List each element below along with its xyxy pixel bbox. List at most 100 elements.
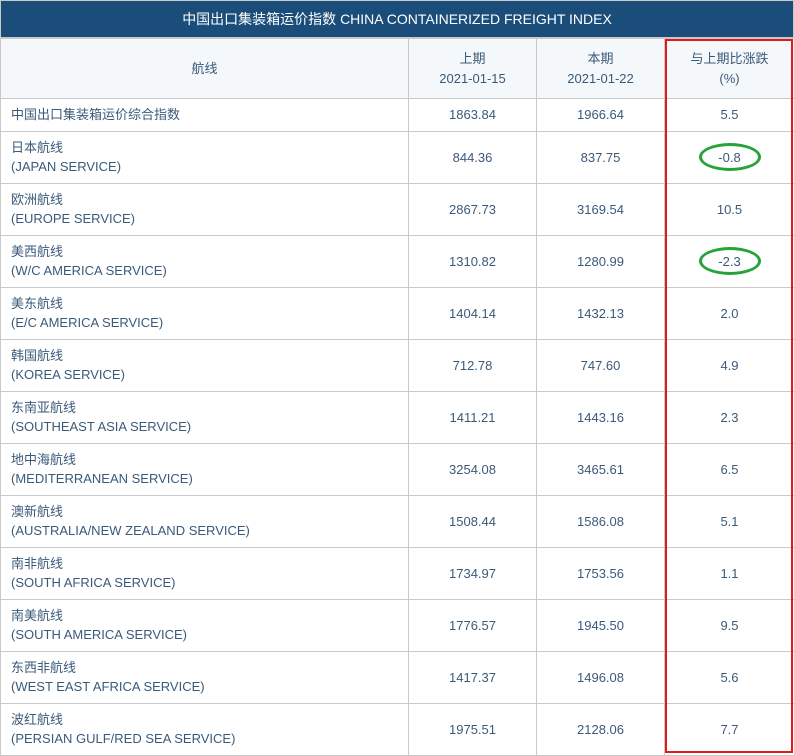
table-row: 韩国航线(KOREA SERVICE)712.78747.604.9 (1, 339, 794, 391)
prev-cell: 1411.21 (409, 391, 537, 443)
curr-cell: 3169.54 (537, 183, 665, 235)
header-row: 航线 上期 2021-01-15 本期 2021-01-22 与上期比涨跌 (%… (1, 39, 794, 99)
route-name-en: (KOREA SERVICE) (11, 365, 398, 385)
col-header-pct: 与上期比涨跌 (%) (665, 39, 794, 99)
col-header-prev-label: 上期 (415, 49, 530, 69)
route-name-cn: 中国出口集装箱运价综合指数 (11, 105, 398, 125)
route-name-cn: 东南亚航线 (11, 398, 398, 418)
col-header-pct-unit: (%) (671, 69, 788, 89)
curr-cell: 1496.08 (537, 651, 665, 703)
curr-cell: 1753.56 (537, 547, 665, 599)
route-name-en: (PERSIAN GULF/RED SEA SERVICE) (11, 729, 398, 749)
pct-cell: 10.5 (665, 183, 794, 235)
pct-cell: 7.7 (665, 703, 794, 755)
prev-cell: 2867.73 (409, 183, 537, 235)
route-name-en: (MEDITERRANEAN SERVICE) (11, 469, 398, 489)
table-row: 美东航线(E/C AMERICA SERVICE)1404.141432.132… (1, 287, 794, 339)
curr-cell: 1586.08 (537, 495, 665, 547)
table-title: 中国出口集装箱运价指数 CHINA CONTAINERIZED FREIGHT … (0, 0, 794, 38)
route-name-cn: 南非航线 (11, 554, 398, 574)
prev-cell: 712.78 (409, 339, 537, 391)
route-name-en: (EUROPE SERVICE) (11, 209, 398, 229)
prev-cell: 1508.44 (409, 495, 537, 547)
curr-cell: 1966.64 (537, 99, 665, 132)
route-name-cn: 欧洲航线 (11, 190, 398, 210)
table-row: 美西航线(W/C AMERICA SERVICE)1310.821280.99-… (1, 235, 794, 287)
curr-cell: 3465.61 (537, 443, 665, 495)
prev-cell: 1404.14 (409, 287, 537, 339)
table-row: 波红航线(PERSIAN GULF/RED SEA SERVICE)1975.5… (1, 703, 794, 755)
pct-cell: -2.3 (665, 235, 794, 287)
curr-cell: 837.75 (537, 131, 665, 183)
route-cell: 东西非航线(WEST EAST AFRICA SERVICE) (1, 651, 409, 703)
route-cell: 澳新航线(AUSTRALIA/NEW ZEALAND SERVICE) (1, 495, 409, 547)
col-header-curr-label: 本期 (543, 49, 658, 69)
route-name-cn: 南美航线 (11, 606, 398, 626)
pct-cell: 9.5 (665, 599, 794, 651)
route-cell: 日本航线(JAPAN SERVICE) (1, 131, 409, 183)
curr-cell: 1945.50 (537, 599, 665, 651)
route-name-en: (E/C AMERICA SERVICE) (11, 313, 398, 333)
freight-index-container: 中国出口集装箱运价指数 CHINA CONTAINERIZED FREIGHT … (0, 0, 794, 756)
curr-cell: 1432.13 (537, 287, 665, 339)
route-name-cn: 波红航线 (11, 710, 398, 730)
pct-cell: 5.6 (665, 651, 794, 703)
pct-cell: -0.8 (665, 131, 794, 183)
col-header-prev-date: 2021-01-15 (415, 69, 530, 89)
prev-cell: 1734.97 (409, 547, 537, 599)
route-name-cn: 地中海航线 (11, 450, 398, 470)
table-row: 欧洲航线(EUROPE SERVICE)2867.733169.5410.5 (1, 183, 794, 235)
col-header-pct-label: 与上期比涨跌 (671, 49, 788, 69)
route-cell: 美东航线(E/C AMERICA SERVICE) (1, 287, 409, 339)
route-cell: 欧洲航线(EUROPE SERVICE) (1, 183, 409, 235)
route-name-en: (W/C AMERICA SERVICE) (11, 261, 398, 281)
route-cell: 南美航线(SOUTH AMERICA SERVICE) (1, 599, 409, 651)
route-name-cn: 澳新航线 (11, 502, 398, 522)
curr-cell: 1443.16 (537, 391, 665, 443)
prev-cell: 1863.84 (409, 99, 537, 132)
pct-cell: 4.9 (665, 339, 794, 391)
route-name-en: (SOUTHEAST ASIA SERVICE) (11, 417, 398, 437)
route-name-cn: 韩国航线 (11, 346, 398, 366)
table-row: 日本航线(JAPAN SERVICE)844.36837.75-0.8 (1, 131, 794, 183)
route-cell: 地中海航线(MEDITERRANEAN SERVICE) (1, 443, 409, 495)
freight-index-table: 航线 上期 2021-01-15 本期 2021-01-22 与上期比涨跌 (%… (0, 38, 794, 756)
table-row: 澳新航线(AUSTRALIA/NEW ZEALAND SERVICE)1508.… (1, 495, 794, 547)
pct-cell: 1.1 (665, 547, 794, 599)
table-row: 东南亚航线(SOUTHEAST ASIA SERVICE)1411.211443… (1, 391, 794, 443)
route-name-en: (SOUTH AMERICA SERVICE) (11, 625, 398, 645)
prev-cell: 1975.51 (409, 703, 537, 755)
prev-cell: 844.36 (409, 131, 537, 183)
col-header-prev: 上期 2021-01-15 (409, 39, 537, 99)
curr-cell: 747.60 (537, 339, 665, 391)
col-header-route: 航线 (1, 39, 409, 99)
table-row: 南美航线(SOUTH AMERICA SERVICE)1776.571945.5… (1, 599, 794, 651)
col-header-route-label: 航线 (191, 61, 217, 76)
route-name-cn: 日本航线 (11, 138, 398, 158)
route-cell: 南非航线(SOUTH AFRICA SERVICE) (1, 547, 409, 599)
prev-cell: 1417.37 (409, 651, 537, 703)
prev-cell: 3254.08 (409, 443, 537, 495)
route-name-en: (AUSTRALIA/NEW ZEALAND SERVICE) (11, 521, 398, 541)
prev-cell: 1776.57 (409, 599, 537, 651)
table-row: 地中海航线(MEDITERRANEAN SERVICE)3254.083465.… (1, 443, 794, 495)
route-name-cn: 美东航线 (11, 294, 398, 314)
pct-cell: 5.5 (665, 99, 794, 132)
table-row: 东西非航线(WEST EAST AFRICA SERVICE)1417.3714… (1, 651, 794, 703)
col-header-curr-date: 2021-01-22 (543, 69, 658, 89)
route-cell: 波红航线(PERSIAN GULF/RED SEA SERVICE) (1, 703, 409, 755)
curr-cell: 1280.99 (537, 235, 665, 287)
table-row: 南非航线(SOUTH AFRICA SERVICE)1734.971753.56… (1, 547, 794, 599)
route-name-cn: 美西航线 (11, 242, 398, 262)
pct-cell: 2.3 (665, 391, 794, 443)
route-cell: 韩国航线(KOREA SERVICE) (1, 339, 409, 391)
route-name-en: (SOUTH AFRICA SERVICE) (11, 573, 398, 593)
route-cell: 美西航线(W/C AMERICA SERVICE) (1, 235, 409, 287)
pct-cell: 6.5 (665, 443, 794, 495)
table-row: 中国出口集装箱运价综合指数 1863.841966.645.5 (1, 99, 794, 132)
route-name-en: (JAPAN SERVICE) (11, 157, 398, 177)
route-cell: 中国出口集装箱运价综合指数 (1, 99, 409, 132)
prev-cell: 1310.82 (409, 235, 537, 287)
route-cell: 东南亚航线(SOUTHEAST ASIA SERVICE) (1, 391, 409, 443)
curr-cell: 2128.06 (537, 703, 665, 755)
